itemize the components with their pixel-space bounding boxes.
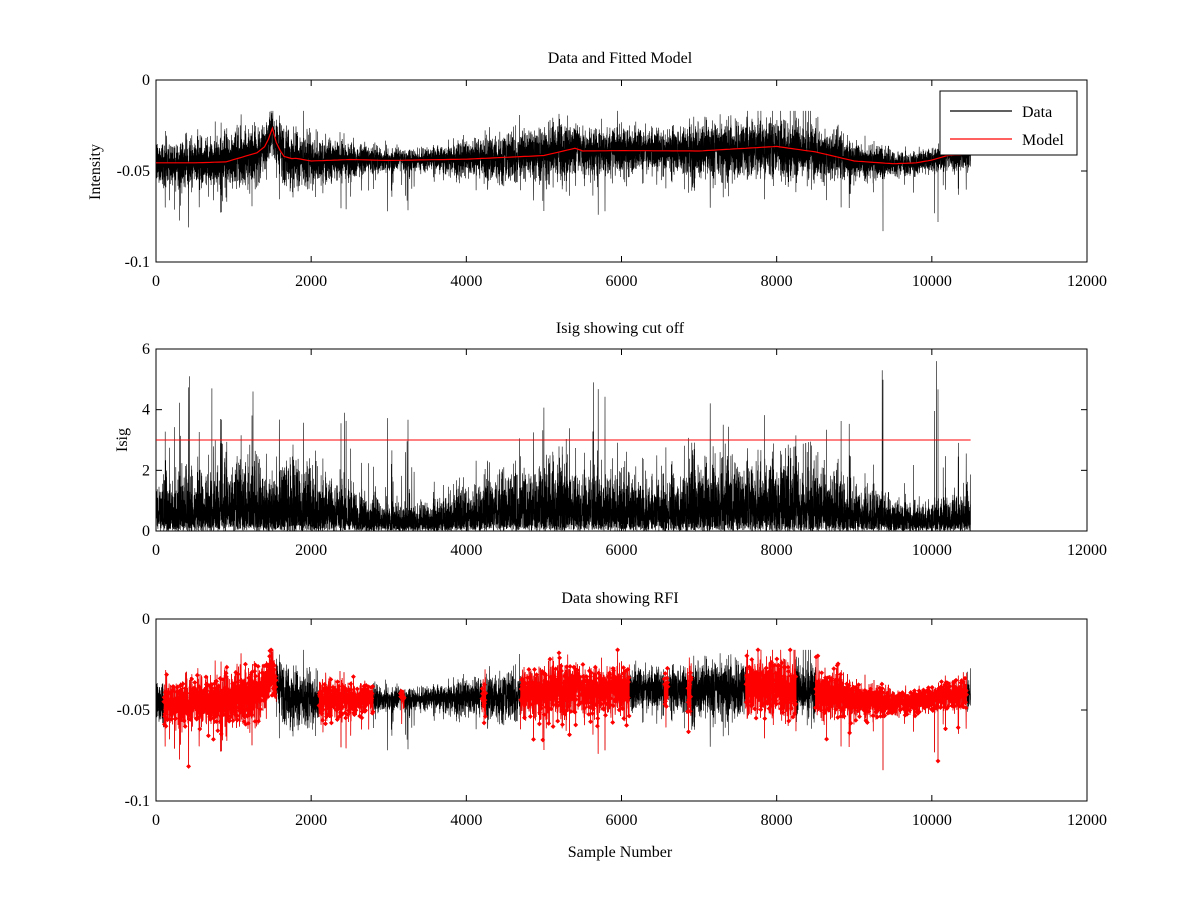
panel-data-showing-rfi: Data showing RFI Sample Number 0 2000 4000… [117, 590, 1107, 861]
panel1-title: Data and Fitted Model [548, 50, 693, 67]
panel3-xlabel: Sample Number [568, 844, 673, 861]
x-tick-label: 8000 [761, 273, 793, 290]
x-tick-label: 12000 [1067, 273, 1107, 290]
y-tick-label: 0 [142, 72, 150, 89]
legend [939, 90, 1078, 156]
panel1-ylabel: Intensity [87, 144, 104, 200]
x-tick-label: 10000 [912, 542, 952, 559]
x-tick-label: 6000 [606, 273, 638, 290]
x-tick-label: 0 [152, 812, 160, 829]
x-tick-label: 12000 [1067, 812, 1107, 829]
series-rfi-markers [161, 647, 970, 769]
series-data-line [155, 110, 971, 232]
series-model-line [156, 126, 971, 165]
y-tick-label: -0.05 [117, 702, 150, 719]
x-tick-label: 4000 [450, 812, 482, 829]
panel2-title: Isig showing cut off [556, 320, 685, 337]
x-tick-label: 8000 [761, 542, 793, 559]
y-tick-label: 4 [142, 402, 150, 419]
x-tick-label: 2000 [295, 812, 327, 829]
x-tick-label: 12000 [1067, 542, 1107, 559]
x-tick-label: 2000 [295, 273, 327, 290]
panel-data-and-fitted-model: Data and Fitted Model Intensity 0 2000 400… [87, 50, 1107, 290]
panel3-title: Data showing RFI [561, 590, 678, 607]
x-tick-label: 6000 [606, 812, 638, 829]
x-tick-label: 10000 [912, 812, 952, 829]
legend-label-data: Data [1022, 104, 1052, 121]
y-tick-label: 2 [142, 462, 150, 479]
x-tick-label: 4000 [450, 542, 482, 559]
legend-label-model: Model [1022, 132, 1064, 149]
x-tick-label: 4000 [450, 273, 482, 290]
y-tick-label: -0.05 [117, 163, 150, 180]
x-tick-label: 0 [152, 542, 160, 559]
y-tick-label: -0.1 [125, 793, 150, 810]
series-isig-line [155, 361, 971, 532]
y-tick-label: 0 [142, 611, 150, 628]
x-tick-label: 2000 [295, 542, 327, 559]
x-tick-label: 0 [152, 273, 160, 290]
x-tick-label: 6000 [606, 542, 638, 559]
panel-isig-showing-cut-off: Isig showing cut off Isig 0 2000 4000 6000 8… [114, 320, 1107, 559]
y-tick-label: -0.1 [125, 254, 150, 271]
x-tick-label: 10000 [912, 273, 952, 290]
y-tick-label: 6 [142, 341, 150, 358]
x-tick-label: 8000 [761, 812, 793, 829]
panel2-ylabel: Isig [114, 428, 131, 452]
y-tick-label: 0 [142, 523, 150, 540]
